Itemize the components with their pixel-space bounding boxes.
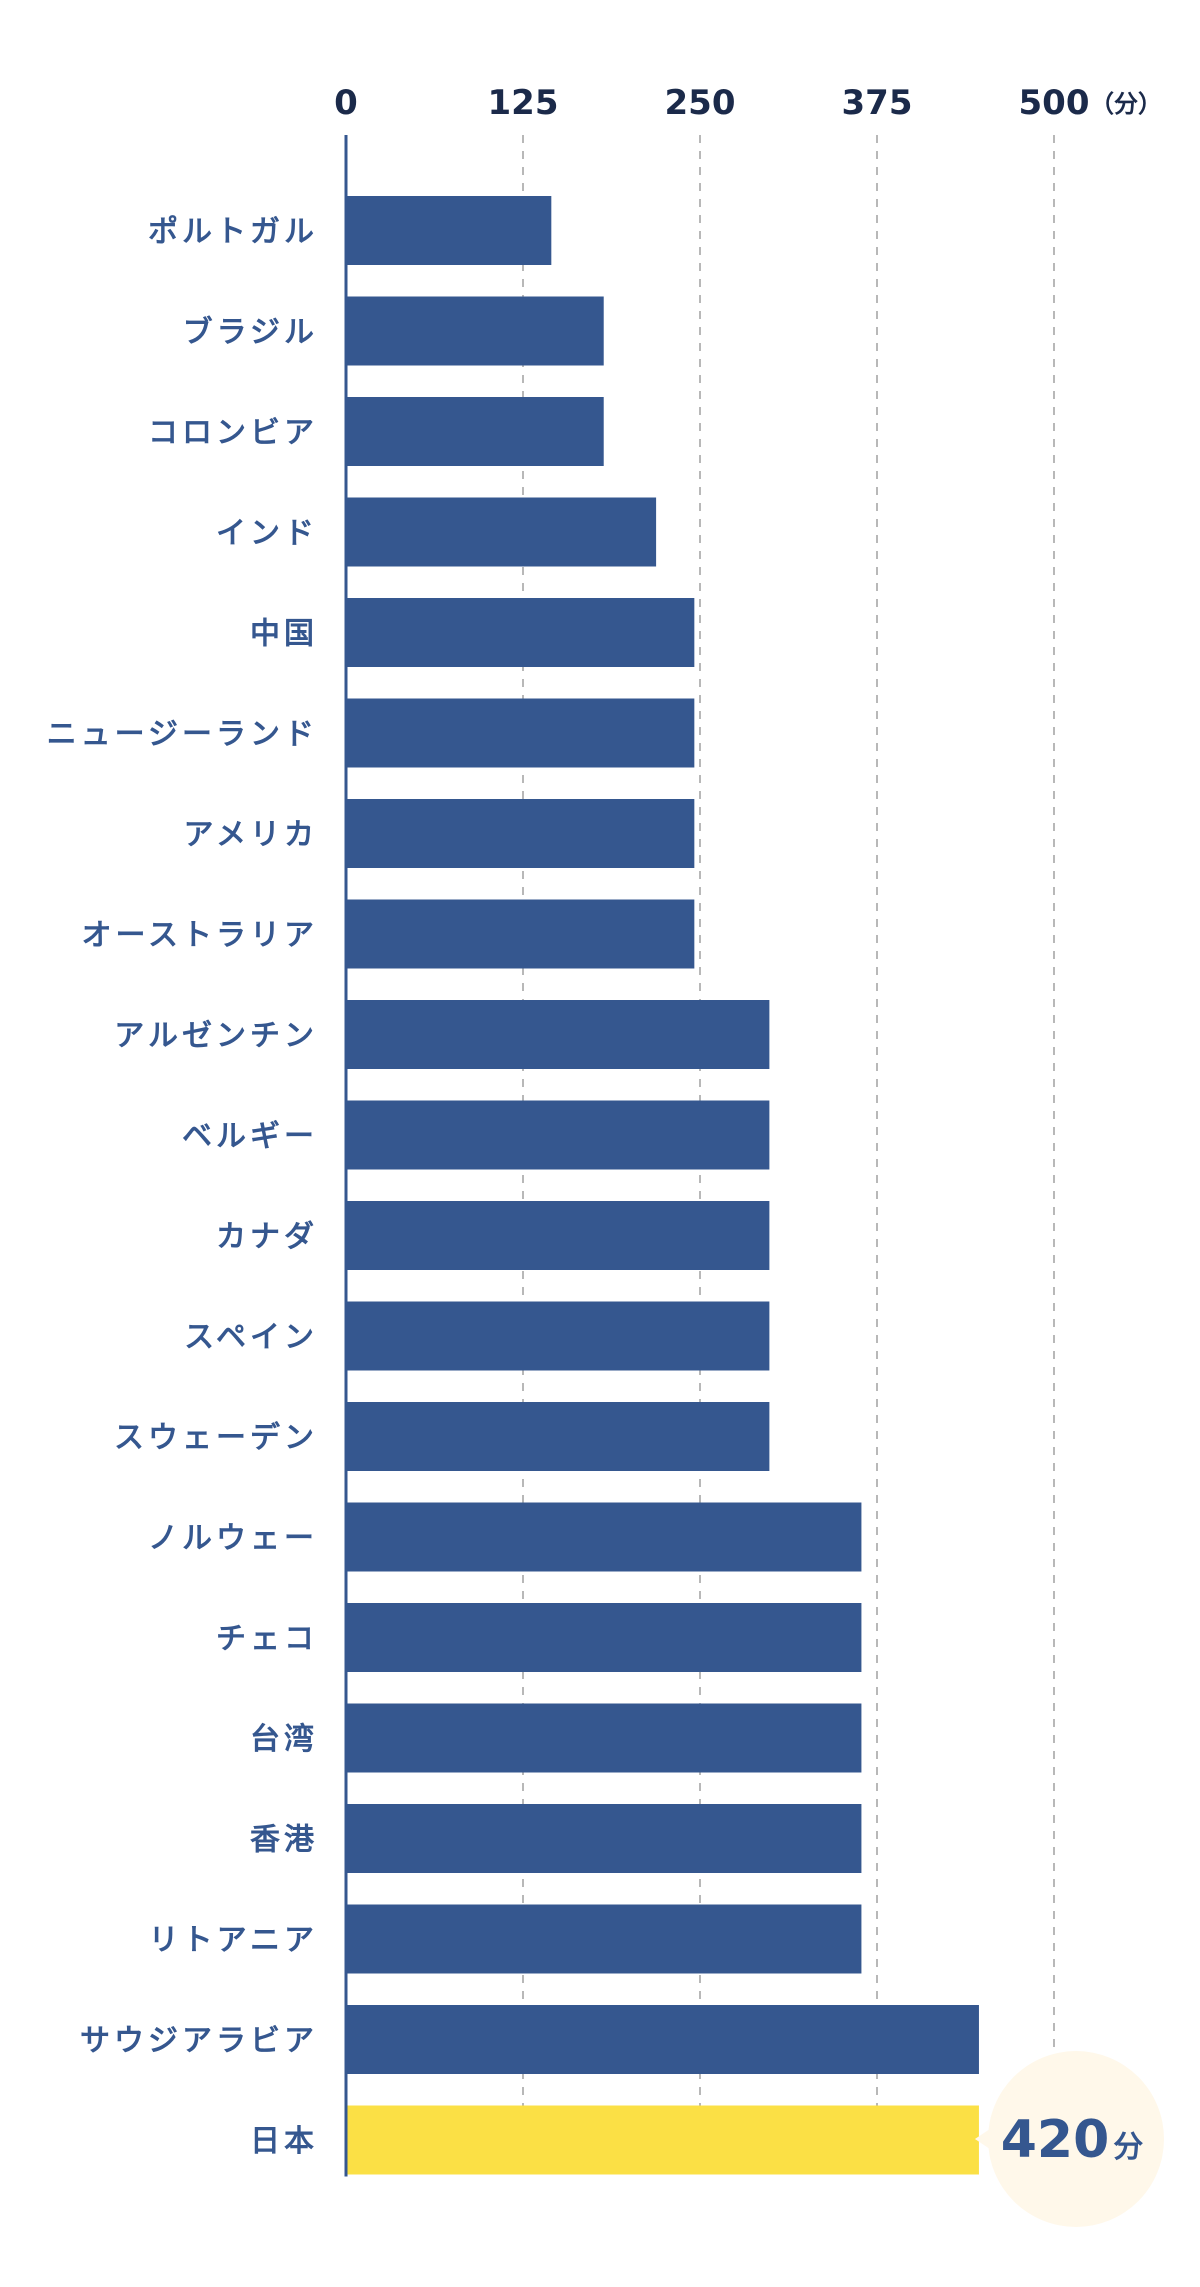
callout-pointer [974,2125,996,2153]
x-tick-label-500: 500 [1019,83,1090,123]
bar-13 [346,1402,770,1471]
bar-12 [346,1301,770,1371]
category-label-13: スウェーデン [114,1421,318,1456]
bar-15 [346,1603,862,1672]
bar-9 [346,1000,770,1069]
bar-8 [346,899,695,969]
bar-20 [346,2105,979,2175]
bar-6 [346,698,695,768]
category-label-20: 日本 [250,2124,318,2159]
category-label-14: ノルウェー [148,1521,318,1556]
bars [346,196,979,2175]
x-tick-label-250: 250 [665,83,736,123]
category-label-11: カナダ [216,1220,318,1255]
bar-16 [346,1703,862,1773]
bar-3 [346,397,604,466]
bar-18 [346,1904,862,1974]
category-label-15: チェコ [216,1622,318,1657]
callout-circle [988,2051,1164,2227]
category-label-19: サウジアラビア [80,2024,318,2059]
category-label-7: アメリカ [184,818,319,853]
category-label-4: インド [216,516,318,551]
highlight-callout: 420 分 [974,2051,1164,2227]
category-label-2: ブラジル [183,315,318,350]
bar-10 [346,1100,770,1170]
category-label-12: スペイン [184,1320,318,1355]
x-tick-label-0: 0 [334,83,358,123]
callout-value: 420 [1001,2110,1110,2170]
category-label-1: ポルトガル [148,215,318,250]
bar-2 [346,296,604,366]
category-label-3: コロンビア [148,416,318,451]
category-label-5: 中国 [250,617,318,652]
x-tick-label-125: 125 [488,83,559,123]
bar-14 [346,1502,862,1572]
category-label-18: リトアニア [149,1923,318,1958]
category-label-6: ニュージーランド [47,717,318,752]
bar-1 [346,196,552,265]
callout-unit: 分 [1113,2130,1143,2165]
bar-7 [346,799,695,868]
bar-11 [346,1201,770,1270]
category-label-9: アルゼンチン [114,1019,318,1054]
x-tick-label-375: 375 [842,83,913,123]
category-labels: ポルトガルブラジルコロンビアインド中国ニュージーランドアメリカオーストラリアアル… [47,215,319,2160]
bar-5 [346,598,695,667]
category-label-8: オーストラリア [82,918,319,953]
category-label-16: 台湾 [250,1722,318,1757]
x-axis-ticks: 0 125 250 375 500 [334,83,1089,123]
category-label-10: ベルギー [182,1119,318,1154]
bar-19 [346,2005,979,2074]
bar-17 [346,1804,862,1873]
x-axis-unit-label: （分） [1090,90,1162,118]
callout-label: 420 分 [1001,2110,1144,2170]
bar-4 [346,497,657,567]
category-label-17: 香港 [250,1823,318,1858]
